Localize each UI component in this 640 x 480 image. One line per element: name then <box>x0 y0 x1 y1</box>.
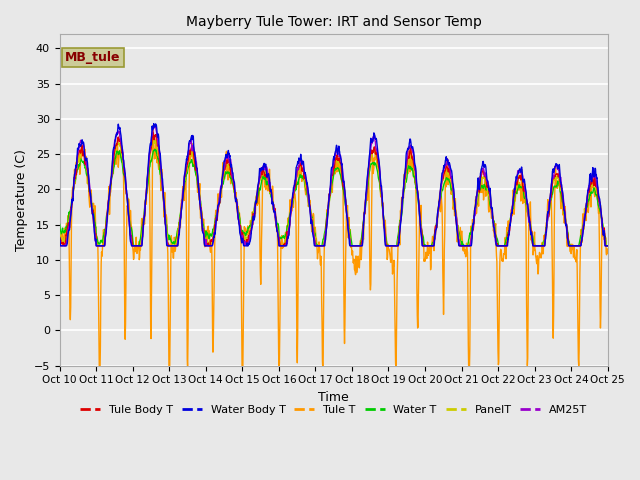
X-axis label: Time: Time <box>318 391 349 404</box>
Title: Mayberry Tule Tower: IRT and Sensor Temp: Mayberry Tule Tower: IRT and Sensor Temp <box>186 15 482 29</box>
Legend: Tule Body T, Water Body T, Tule T, Water T, PanelT, AM25T: Tule Body T, Water Body T, Tule T, Water… <box>76 401 592 420</box>
Text: MB_tule: MB_tule <box>65 51 120 64</box>
Y-axis label: Temperature (C): Temperature (C) <box>15 149 28 251</box>
